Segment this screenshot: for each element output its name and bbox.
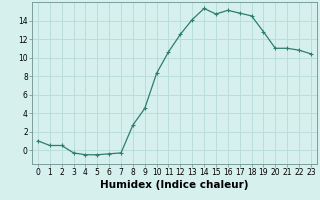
X-axis label: Humidex (Indice chaleur): Humidex (Indice chaleur) [100, 180, 249, 190]
